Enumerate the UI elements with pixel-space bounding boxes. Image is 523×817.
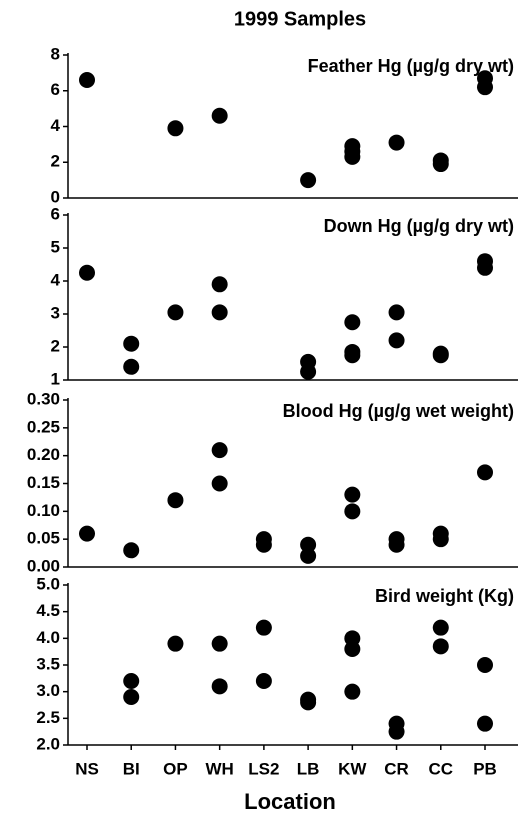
point <box>300 172 317 189</box>
point <box>344 347 361 364</box>
point <box>300 547 317 564</box>
point <box>211 442 228 459</box>
chart-title: 1999 Samples <box>234 8 366 30</box>
point <box>255 536 272 553</box>
point <box>211 635 228 652</box>
point <box>167 492 184 509</box>
y-tick-label: 4 <box>51 116 61 135</box>
y-tick-label: 3 <box>51 303 60 322</box>
point <box>211 475 228 492</box>
point <box>211 107 228 124</box>
point <box>167 304 184 321</box>
point <box>79 72 95 89</box>
x-tick-label: CC <box>428 759 453 778</box>
x-axis-label: Location <box>244 789 336 814</box>
y-tick-label: 2.5 <box>36 708 60 727</box>
point <box>344 503 361 520</box>
x-tick-label: BI <box>123 759 140 778</box>
point <box>432 638 449 655</box>
panel-label: Down Hg (µg/g dry wt) <box>324 216 514 236</box>
y-tick-label: 5 <box>51 237 60 256</box>
point <box>388 134 405 151</box>
point <box>477 79 493 96</box>
panel-label: Blood Hg (µg/g wet weight) <box>283 401 514 421</box>
point <box>123 335 140 352</box>
point <box>300 363 317 380</box>
point <box>255 619 272 636</box>
y-tick-label: 0 <box>51 187 60 206</box>
point <box>300 694 317 711</box>
point <box>432 347 449 364</box>
point <box>388 304 405 321</box>
x-tick-label: KW <box>338 759 367 778</box>
point <box>79 264 95 281</box>
y-tick-label: 0.25 <box>27 417 60 436</box>
x-tick-label: LS2 <box>248 759 279 778</box>
point <box>477 464 493 481</box>
point <box>79 525 95 542</box>
y-tick-label: 2.0 <box>36 734 60 753</box>
point <box>388 723 405 740</box>
y-tick-label: 0.10 <box>27 501 60 520</box>
point <box>211 276 228 293</box>
y-tick-label: 6 <box>51 80 60 99</box>
x-tick-label: LB <box>297 759 320 778</box>
y-tick-label: 0.15 <box>27 473 60 492</box>
point <box>344 486 361 503</box>
y-tick-label: 3.5 <box>36 654 60 673</box>
point <box>344 314 361 331</box>
point <box>167 635 184 652</box>
point <box>432 619 449 636</box>
y-tick-label: 0.20 <box>27 445 60 464</box>
x-tick-label: NS <box>75 759 99 778</box>
panel-label: Bird weight (Kg) <box>375 586 514 606</box>
point <box>344 641 361 657</box>
y-tick-label: 0.30 <box>27 389 60 408</box>
y-tick-label: 1 <box>51 369 60 388</box>
point <box>344 683 361 700</box>
point <box>211 678 228 695</box>
y-tick-label: 5.0 <box>36 574 60 593</box>
point <box>123 542 140 559</box>
y-tick-label: 4 <box>51 270 61 289</box>
point <box>388 536 405 553</box>
point <box>388 332 405 349</box>
y-tick-label: 2 <box>51 152 60 171</box>
point <box>477 259 493 276</box>
panel-label: Feather Hg (µg/g dry wt) <box>308 56 514 76</box>
point <box>255 673 272 689</box>
point <box>432 156 449 173</box>
y-tick-label: 8 <box>51 44 60 63</box>
point <box>477 657 493 673</box>
y-tick-label: 3.0 <box>36 681 60 700</box>
y-tick-label: 2 <box>51 336 60 355</box>
y-tick-label: 4.0 <box>36 628 60 647</box>
point <box>123 689 140 705</box>
x-tick-label: OP <box>163 759 188 778</box>
x-tick-label: CR <box>384 759 409 778</box>
x-tick-label: WH <box>206 759 234 778</box>
point <box>432 531 449 548</box>
point <box>300 536 317 553</box>
point <box>123 673 140 689</box>
point <box>123 358 140 375</box>
y-tick-label: 4.5 <box>36 601 60 620</box>
x-tick-label: PB <box>473 759 497 778</box>
y-tick-label: 6 <box>51 204 60 223</box>
y-tick-label: 0.05 <box>27 529 60 548</box>
point <box>167 120 184 137</box>
y-tick-label: 0.00 <box>27 556 60 575</box>
point <box>344 148 361 165</box>
point <box>477 715 493 732</box>
point <box>211 304 228 321</box>
